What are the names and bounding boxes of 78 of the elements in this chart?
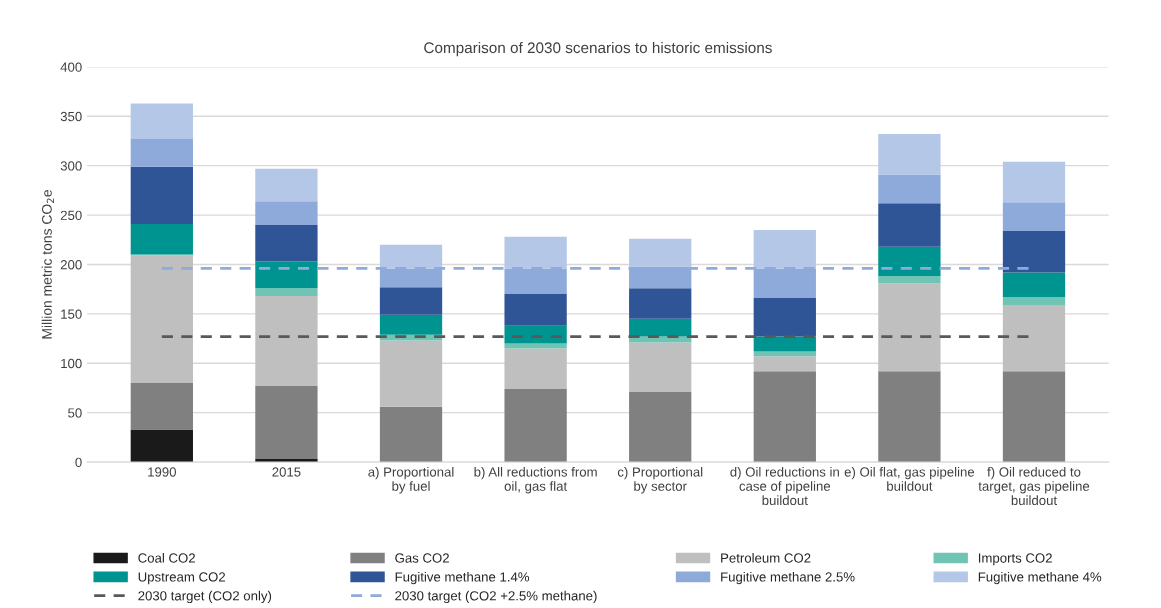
- x-tick-label: c) Proportional by sector: [617, 466, 703, 494]
- bar: [255, 224, 318, 262]
- bar: [504, 348, 567, 389]
- bar: [255, 296, 318, 386]
- bar: [379, 406, 443, 463]
- legend-label: Coal CO2: [138, 552, 195, 563]
- bar: [629, 238, 692, 267]
- bar: [379, 287, 443, 315]
- bar: [1002, 304, 1066, 372]
- bar: [753, 229, 816, 269]
- bar: [753, 351, 816, 357]
- y-axis-title: Million metric tons CO$_{2}$e: [41, 189, 54, 339]
- y-tick-label: 200: [60, 260, 82, 270]
- x-tick-label: f) Oil reduced to target, gas pipeline buildout: [978, 466, 1090, 506]
- x-tick-label: e) Oil flat, gas pipeline buildout: [844, 466, 975, 491]
- y-tick-label: 50: [68, 408, 82, 418]
- bar: [878, 203, 941, 247]
- legend-label: Imports CO2: [978, 553, 1052, 566]
- y-tick-label: 0: [75, 457, 82, 467]
- y-tick-label: 100: [61, 358, 82, 369]
- bar: [878, 134, 941, 175]
- bar: [255, 261, 318, 289]
- legend-label: 2030 target (CO2 only): [138, 590, 272, 604]
- bar: [255, 201, 318, 225]
- bar: [1002, 161, 1066, 203]
- bar: [130, 383, 193, 430]
- bar: [255, 168, 318, 202]
- bar: [379, 244, 443, 269]
- bar: [504, 236, 567, 269]
- bar: [878, 283, 941, 372]
- bar: [753, 336, 816, 352]
- legend-label: 2030 target (CO2 +2.5% methane): [395, 590, 597, 604]
- bar: [878, 174, 941, 204]
- bar: [379, 314, 443, 335]
- bar: [130, 255, 193, 384]
- legend-label: Fugitive methane 4%: [978, 571, 1102, 585]
- bar: [130, 429, 193, 463]
- bar: [379, 340, 443, 407]
- bar: [1002, 202, 1066, 231]
- legend-label: Gas CO2: [395, 553, 449, 563]
- bar: [504, 325, 567, 344]
- bar: [130, 166, 193, 224]
- bar: [629, 342, 692, 392]
- y-tick-label: 400: [60, 62, 82, 72]
- bar: [878, 371, 941, 463]
- bar: [130, 103, 193, 139]
- y-tick-label: 150: [61, 309, 82, 319]
- x-tick-label: a) Proportional by fuel: [368, 466, 454, 494]
- bar: [255, 386, 318, 460]
- bar: [753, 356, 816, 372]
- legend-label: Fugitive methane 1.4%: [395, 571, 530, 585]
- y-tick-label: 300: [60, 161, 82, 171]
- y-tick-label: 350: [60, 111, 82, 122]
- x-tick-label: 1990: [148, 467, 176, 477]
- legend-label: Upstream CO2: [138, 572, 226, 585]
- bar: [1002, 272, 1066, 298]
- bar: [255, 288, 318, 297]
- x-tick-label: b) All reductions from oil, gas flat: [474, 466, 597, 494]
- bar: [629, 318, 692, 337]
- bar: [1002, 297, 1066, 305]
- x-tick-label: d) Oil reductions in case of pipeline buildout: [730, 466, 839, 506]
- y-tick-label: 250: [60, 210, 82, 220]
- x-tick-label: 2015: [272, 467, 301, 477]
- chart-title: Comparison of 2030 scenarios to historic emissions: [424, 41, 772, 57]
- bar: [629, 288, 692, 319]
- bar: [629, 391, 692, 463]
- bar: [1002, 371, 1066, 463]
- legend-label: Fugitive methane 2.5%: [721, 571, 855, 585]
- legend-label: Petroleum CO2: [721, 552, 811, 563]
- bar: [504, 388, 567, 463]
- bar: [504, 294, 567, 326]
- bar: [130, 139, 193, 167]
- bar: [753, 371, 816, 463]
- bar: [878, 246, 941, 277]
- bar: [130, 223, 193, 255]
- bar: [878, 276, 941, 284]
- bar: [1002, 230, 1066, 273]
- bar: [753, 298, 816, 337]
